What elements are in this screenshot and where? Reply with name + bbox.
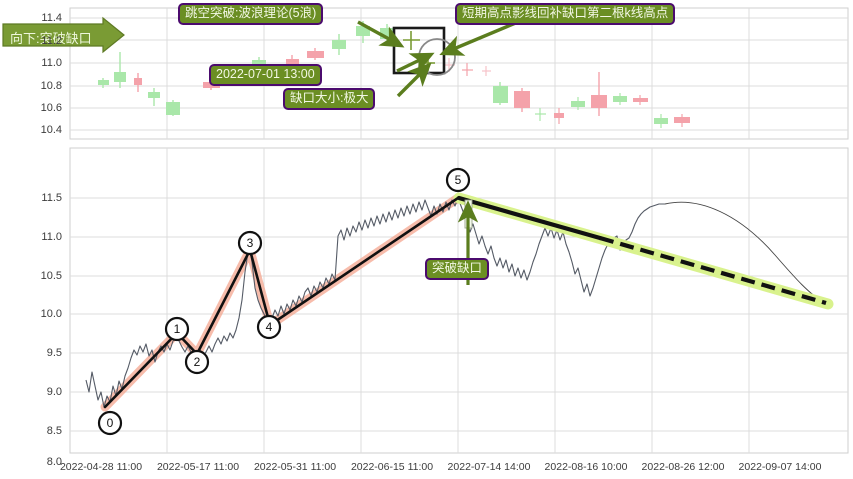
bottom-ytick-1: 11.0 [41, 231, 62, 243]
arrow-short-high [439, 20, 519, 56]
annotation-arrows [357, 20, 519, 98]
bottom-ytick-2: 10.5 [40, 270, 62, 282]
top-ytick-3: 10.8 [40, 80, 62, 92]
trend-line-dashed [599, 235, 827, 306]
xtick-3: 2022-06-15 11:00 [350, 461, 434, 473]
wave-marker-3 [237, 230, 263, 256]
wave-label-1: 1 [173, 322, 181, 336]
xtick-6: 2022-08-26 12:00 [641, 461, 725, 473]
xtick-0: 2022-04-28 11:00 [59, 461, 143, 473]
bottom-ytick-7: 8.0 [46, 456, 62, 468]
trend-line-solid [456, 195, 603, 241]
bottom-ytick-5: 9.0 [46, 386, 62, 398]
xtick-5: 2022-08-16 10:00 [544, 461, 628, 473]
wave-label-3: 3 [246, 236, 254, 250]
wave-marker-5 [445, 167, 471, 193]
wave-label-5: 5 [454, 173, 462, 187]
wave-label-2: 2 [193, 355, 201, 369]
annotation-gap-datetime: 2022-07-01 13:00 [209, 64, 322, 87]
xtick-7: 2022-09-07 14:00 [738, 461, 822, 473]
annotation-wave-theory: 跳空突破:波浪理论(5浪) [178, 3, 324, 26]
arrow-gap-size [396, 62, 432, 98]
wave-marker-2 [184, 349, 210, 375]
bottom-ytick-0: 11.5 [41, 192, 62, 204]
banner-arrow-shape [2, 16, 125, 54]
xtick-4: 2022-07-14 14:00 [447, 461, 531, 473]
direction-banner: 向下:突破缺口 [2, 20, 124, 54]
bottom-ytick-4: 9.5 [46, 347, 62, 359]
annotation-gap-size: 缺口大小:极大 [283, 88, 376, 111]
top-ytick-0: 11.4 [41, 12, 62, 24]
xtick-1: 2022-05-17 11:00 [156, 461, 240, 473]
annotation-breakout-gap: 突破缺口 [425, 258, 490, 281]
wave-label-4: 4 [265, 320, 273, 334]
wave-marker-1 [164, 316, 190, 342]
bottom-ytick-6: 8.5 [46, 425, 62, 437]
top-ytick-5: 10.4 [40, 124, 62, 136]
direction-banner-label: 向下:突破缺口 [10, 31, 92, 46]
wave-marker-4 [256, 314, 282, 340]
top-ytick-4: 10.6 [40, 102, 62, 114]
top-ytick-1: 11.2 [41, 35, 62, 47]
bottom-ytick-3: 10.0 [40, 308, 62, 320]
wave-skeleton-line [103, 196, 460, 409]
arrow-wave-theory [357, 20, 405, 48]
price-line [85, 197, 665, 408]
wave-point-markers [97, 167, 471, 436]
projection-arc [664, 201, 825, 303]
wave-marker-0 [97, 410, 123, 436]
top-panel-grid [69, 7, 849, 140]
top-ytick-2: 11.0 [41, 57, 62, 69]
xtick-2: 2022-05-31 11:00 [253, 461, 337, 473]
wave-label-0: 0 [106, 416, 114, 430]
annotation-short-high: 短期高点影线回补缺口第二根k线高点 [455, 3, 676, 26]
